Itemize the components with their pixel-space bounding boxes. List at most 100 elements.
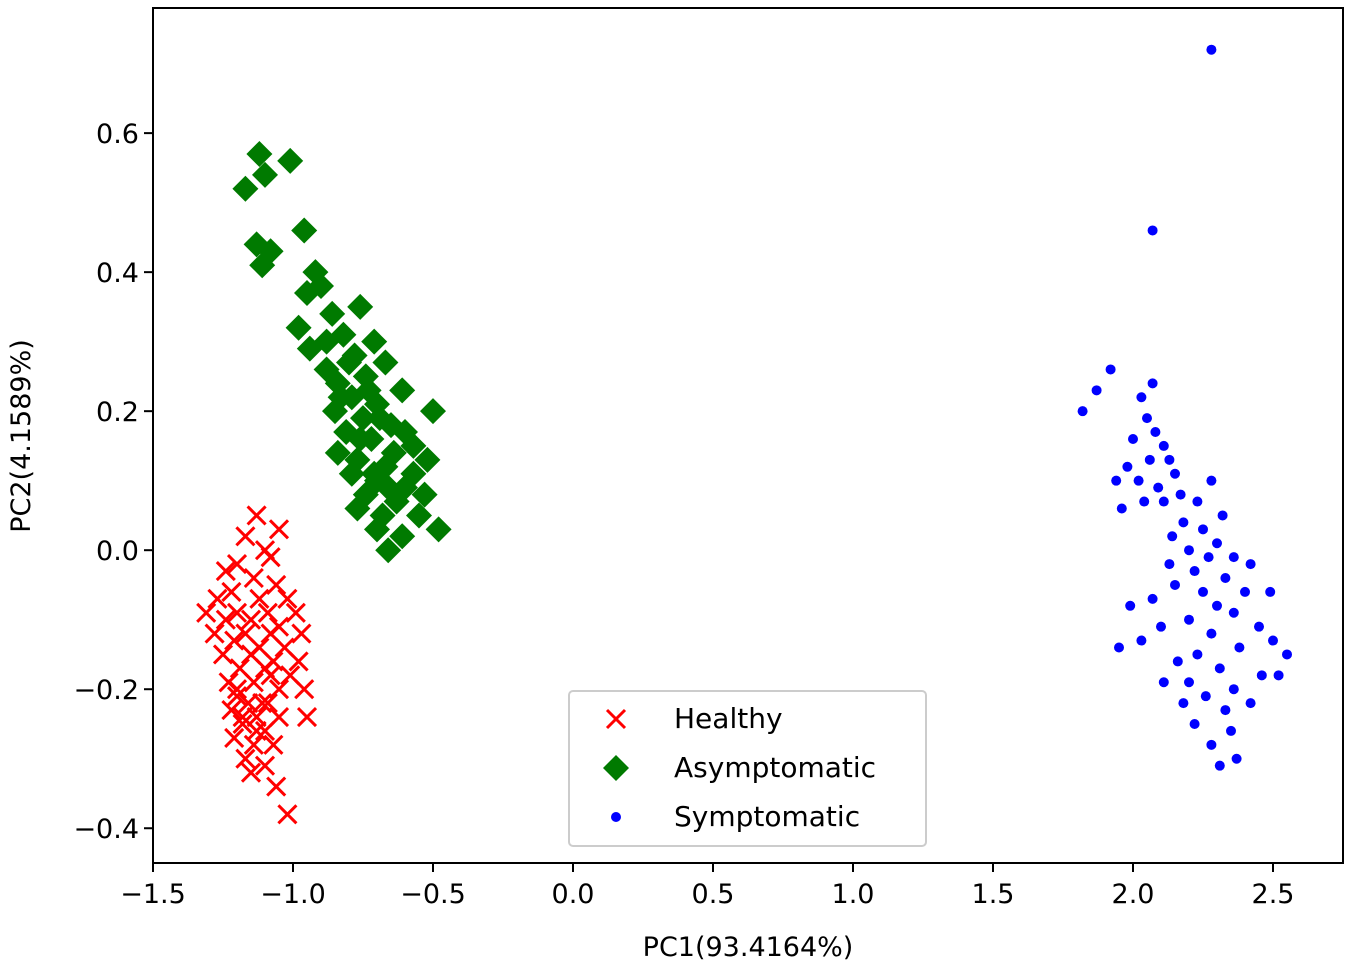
point-healthy [235,526,256,547]
point-symptomatic [1170,468,1180,479]
y-tick-label: 0.0 [96,536,139,567]
point-healthy [207,588,228,609]
point-healthy [215,560,236,582]
point-symptomatic [1184,545,1194,556]
point-healthy [266,574,287,596]
point-healthy [291,623,312,644]
point-symptomatic [1156,621,1166,632]
y-axis-ticks: −0.4 −0.2 0.0 0.2 0.4 0.6 [73,119,153,845]
legend-item-healthy: Healthy [605,702,783,735]
point-asymptomatic [327,384,354,411]
legend-symbol-healthy [605,708,627,730]
point-healthy [226,679,248,700]
point-asymptomatic [411,481,438,508]
point-healthy [240,762,262,783]
point-symptomatic [1240,586,1250,597]
point-asymptomatic [319,300,346,327]
point-symptomatic [1192,649,1203,660]
point-asymptomatic [366,405,393,432]
point-symptomatic [1122,461,1133,472]
point-symptomatic [1125,600,1136,611]
point-healthy [204,623,225,644]
point-symptomatic [1142,413,1152,424]
point-symptomatic [1200,691,1211,702]
point-symptomatic [1220,573,1231,583]
legend-marker-healthy [605,708,627,730]
point-symptomatic [1133,475,1144,486]
point-asymptomatic [291,217,318,244]
point-healthy [268,519,290,540]
point-asymptomatic [257,238,284,265]
series-asymptomatic [232,140,452,564]
point-symptomatic [1226,725,1236,736]
point-asymptomatic [347,425,374,452]
point-asymptomatic [400,460,427,487]
point-healthy [243,672,264,693]
point-symptomatic [1147,593,1158,604]
point-symptomatic [1147,225,1158,236]
point-symptomatic [1164,454,1175,465]
point-healthy [252,693,273,714]
point-symptomatic [1192,496,1203,507]
x-tick-label: −1.5 [120,879,186,910]
point-healthy [249,588,270,609]
point-asymptomatic [389,377,416,404]
point-healthy [254,720,276,741]
point-symptomatic [1167,531,1178,542]
point-asymptomatic [375,474,402,501]
point-healthy [257,693,278,714]
x-tick-label: −0.5 [400,879,466,910]
point-healthy [277,588,298,609]
point-symptomatic [1111,475,1122,486]
point-asymptomatic [425,516,452,543]
point-healthy [240,609,262,630]
y-tick-label: 0.4 [96,258,139,289]
point-symptomatic [1256,670,1267,681]
point-asymptomatic [375,537,402,564]
legend-symbol-asymptomatic [603,755,629,781]
point-symptomatic [1198,586,1208,597]
legend-label-asymptomatic: Asymptomatic [674,751,876,784]
point-symptomatic [1203,552,1214,563]
point-symptomatic [1184,614,1194,625]
point-asymptomatic [361,460,388,487]
y-tick-label: 0.6 [96,119,139,150]
point-symptomatic [1220,705,1231,716]
point-healthy [221,700,242,721]
point-asymptomatic [277,147,304,174]
point-symptomatic [1114,642,1124,653]
point-healthy [221,581,242,602]
point-healthy [224,727,245,748]
point-asymptomatic [420,398,446,425]
point-healthy [288,651,309,672]
point-symptomatic [1273,670,1284,681]
point-symptomatic [1189,566,1200,577]
point-asymptomatic [252,161,278,188]
point-symptomatic [1116,503,1127,514]
point-symptomatic [1164,559,1175,570]
point-symptomatic [1228,607,1239,618]
x-tick-label: −1.0 [260,879,326,910]
point-symptomatic [1214,663,1225,674]
point-asymptomatic [249,252,276,279]
point-symptomatic [1206,44,1217,55]
x-axis-ticks: −1.5 −1.0 −0.5 0.0 0.5 1.0 1.5 2.0 2.5 [120,863,1294,910]
point-asymptomatic [324,439,351,466]
point-healthy [294,679,315,700]
y-tick-label: 0.2 [96,397,139,428]
point-healthy [224,630,245,651]
point-healthy [263,734,284,755]
point-symptomatic [1282,649,1292,660]
point-symptomatic [1265,586,1276,597]
point-symptomatic [1178,698,1189,709]
point-asymptomatic [336,349,362,376]
point-healthy [260,547,281,568]
point-symptomatic [1136,392,1147,403]
point-healthy [254,755,276,776]
point-healthy [243,567,264,589]
point-symptomatic [1170,579,1180,590]
point-symptomatic [1217,510,1228,521]
point-symptomatic [1228,684,1239,695]
point-symptomatic [1147,378,1158,389]
point-healthy [212,644,234,665]
